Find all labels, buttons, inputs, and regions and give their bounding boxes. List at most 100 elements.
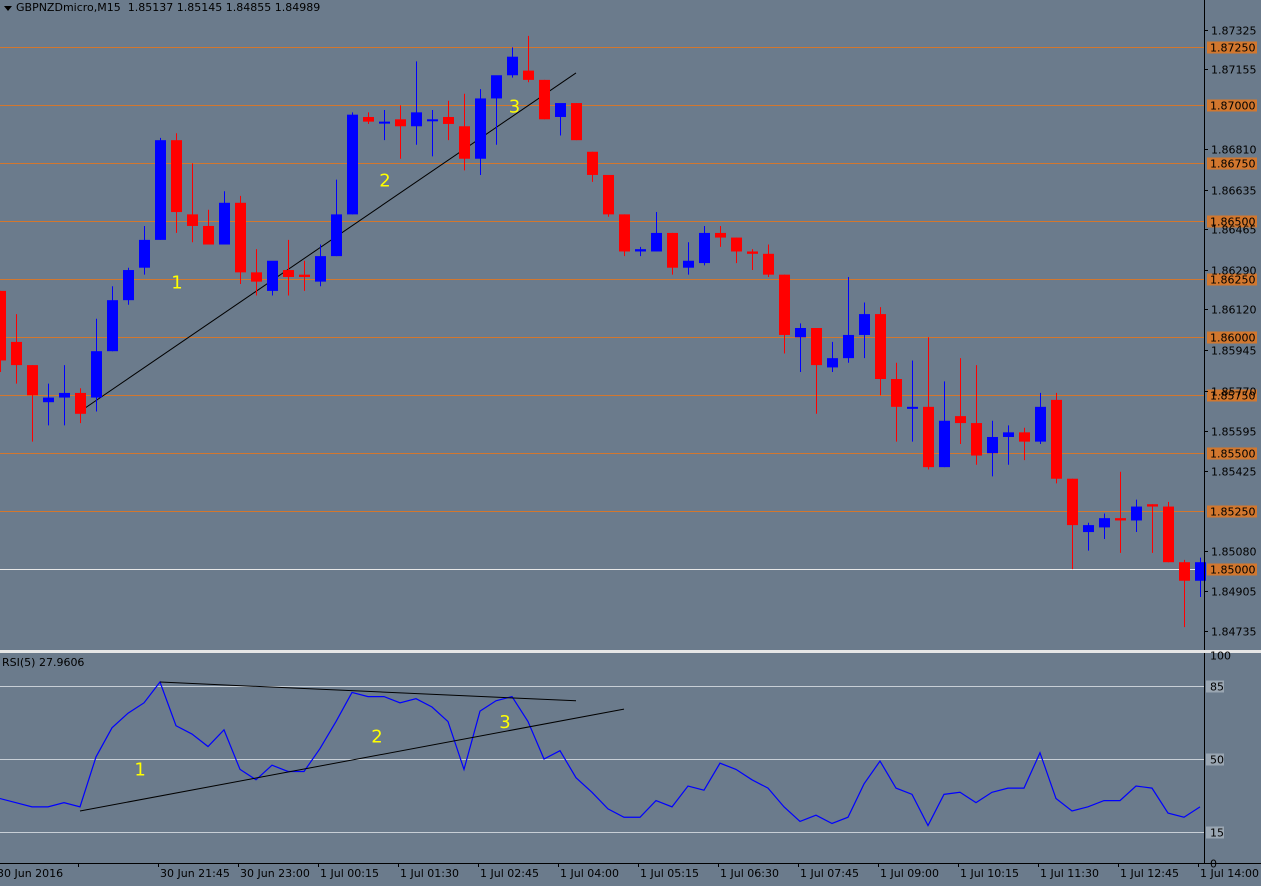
level-label-bg (1207, 563, 1257, 576)
time-tick-label: 30 Jun 23:00 (240, 867, 310, 880)
price-level-lines (0, 47, 1204, 570)
candle-body (891, 379, 902, 407)
rsi-polyline (0, 680, 1201, 827)
time-tick-label: 1 Jul 09:00 (880, 867, 939, 880)
candle-body (747, 251, 758, 254)
rsi-header: RSI(5) 27.9606 (2, 656, 85, 669)
rsi-tick-label: 85 (1210, 681, 1224, 694)
level-label-bg (1207, 157, 1257, 170)
candle-body (651, 232, 662, 252)
rsi-annotation-3: 3 (499, 712, 510, 733)
rsi-level-label-bg (1206, 826, 1224, 839)
rsi-axis: 1008550150 (1206, 650, 1231, 871)
candle-body (923, 406, 934, 468)
candle-body (331, 214, 342, 257)
candle-body (731, 237, 742, 252)
rsi-line (0, 680, 1201, 827)
candle-body (107, 300, 118, 352)
candle-body (491, 75, 502, 99)
candle-body (171, 140, 182, 213)
price-tick-label: 1.85945 (1211, 345, 1257, 358)
candle-body (0, 290, 6, 361)
candles (0, 35, 1206, 628)
candle-body (475, 98, 486, 159)
price-tick-label: 1.86290 (1211, 265, 1257, 278)
separator-bar (0, 650, 1261, 653)
candle-body (299, 274, 310, 277)
candle-body (1083, 525, 1094, 533)
candle-body (1003, 432, 1014, 437)
rsi-trendline (159, 681, 577, 702)
rsi-level-lines (0, 686, 1204, 833)
candle-body (411, 112, 422, 127)
candle-body (1179, 562, 1190, 581)
price-tick-label: 1.84905 (1211, 586, 1257, 599)
candle-body (219, 202, 230, 245)
candle-body (635, 249, 646, 252)
candle-body (715, 232, 726, 238)
candle-body (907, 406, 918, 409)
candle-body (1067, 478, 1078, 526)
price-annotation-3: 3 (509, 96, 520, 117)
candle-body (1195, 562, 1206, 581)
candle-body (523, 70, 534, 80)
level-label-bg (1207, 99, 1257, 112)
candle-body (1163, 506, 1174, 563)
candle-body (955, 416, 966, 424)
candle-body (11, 341, 22, 366)
candle-body (443, 116, 454, 124)
candle-body (843, 334, 854, 359)
symbol-label: GBPNZDmicro,M15 (16, 1, 121, 14)
level-label: 1.87250 (1210, 42, 1256, 55)
time-tick-label: 30 Jun 21:45 (160, 867, 230, 880)
price-tick-label: 1.85425 (1211, 466, 1257, 479)
candle-body (379, 121, 390, 124)
rsi-trendline (79, 708, 625, 812)
candle-body (779, 274, 790, 335)
dropdown-triangle-icon[interactable] (4, 5, 12, 11)
candle-body (667, 232, 678, 268)
candle-body (1019, 432, 1030, 442)
pane-separator (0, 650, 1261, 653)
candle-body (75, 392, 86, 414)
price-tick-label: 1.86465 (1211, 224, 1257, 237)
trendline (79, 72, 577, 412)
time-tick-label: 1 Jul 01:30 (400, 867, 459, 880)
candle-body (347, 114, 358, 215)
candle-body (859, 314, 870, 335)
candle-body (43, 397, 54, 403)
candle-body (539, 79, 550, 120)
time-tick-label: 30 Jun 2016 (0, 867, 63, 880)
candle-body (971, 423, 982, 456)
level-label-bg (1207, 331, 1257, 344)
candle-body (27, 365, 38, 396)
candle-body (571, 103, 582, 141)
time-tick-label: 1 Jul 10:15 (960, 867, 1019, 880)
time-tick-label: 1 Jul 11:30 (1040, 867, 1099, 880)
price-tick-label: 1.86120 (1211, 304, 1257, 317)
rsi-tick-label: 50 (1210, 754, 1224, 767)
price-tick-label: 1.87155 (1211, 64, 1257, 77)
rsi-level-label-bg (1206, 753, 1224, 766)
level-label: 1.85750 (1210, 390, 1256, 403)
candle-body (1051, 399, 1062, 479)
price-axis: 1.87250 1.87000 1.86750 1.86500 1.86250 1.860… (1204, 0, 1257, 863)
candle-body (1099, 518, 1110, 528)
ohlc-readout: 1.85137 1.85145 1.84855 1.84989 (127, 1, 321, 14)
candle-body (235, 202, 246, 273)
candle-body (699, 232, 710, 264)
level-label: 1.87000 (1210, 100, 1256, 113)
time-tick-label: 1 Jul 14:00 (1200, 867, 1259, 880)
candle-body (123, 270, 134, 301)
time-axis: 30 Jun 2016 30 Jun 21:45 30 Jun 23:00 1 Jul… (0, 863, 1261, 880)
candle-body (619, 214, 630, 252)
price-tick-label: 1.86635 (1211, 185, 1257, 198)
candle-body (987, 436, 998, 454)
time-tick-label: 1 Jul 02:45 (480, 867, 539, 880)
level-label: 1.85000 (1210, 564, 1256, 577)
candle-body (155, 140, 166, 240)
candle-body (875, 314, 886, 380)
candle-body (187, 214, 198, 226)
level-label: 1.85500 (1210, 448, 1256, 461)
